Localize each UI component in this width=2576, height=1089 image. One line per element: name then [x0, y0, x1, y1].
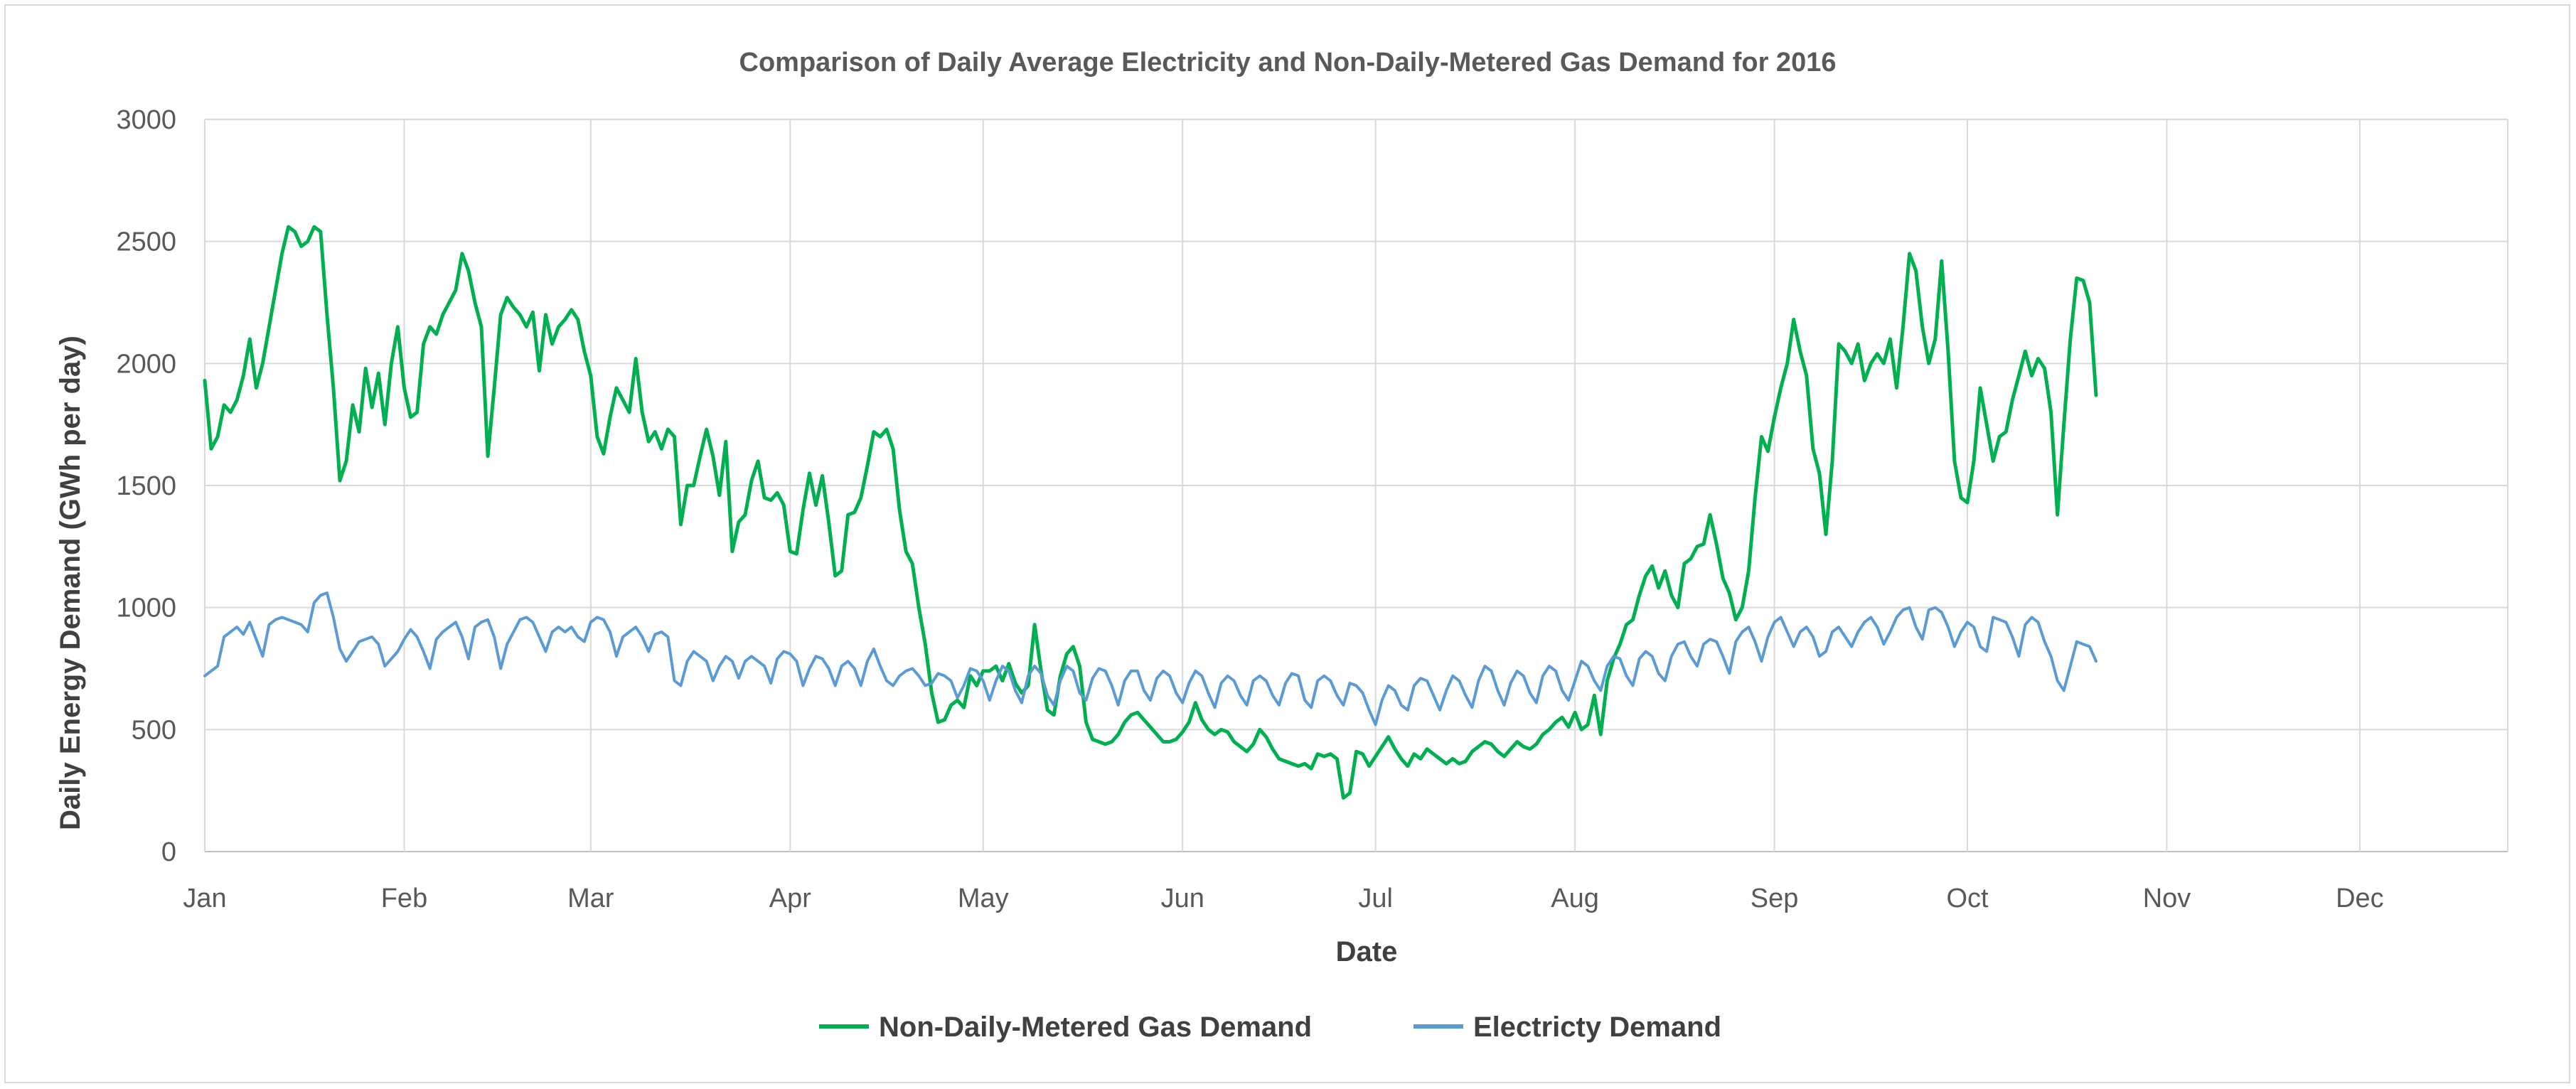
legend-label-gas: Non-Daily-Metered Gas Demand	[879, 1012, 1312, 1043]
x-tick-label: Oct	[1946, 884, 1989, 913]
x-tick-label: Aug	[1551, 884, 1599, 913]
y-tick-label: 1500	[116, 471, 176, 501]
x-tick-label: May	[958, 884, 1009, 913]
x-tick-label: Feb	[381, 884, 427, 913]
x-tick-label: Apr	[769, 884, 811, 913]
y-tick-label: 500	[132, 715, 176, 745]
x-tick-label: Sep	[1751, 884, 1799, 913]
y-tick-label: 0	[161, 837, 176, 867]
x-tick-label: Jan	[183, 884, 226, 913]
gridlines	[204, 119, 2508, 852]
legend: Non-Daily-Metered Gas Demand Electricty …	[819, 1012, 1721, 1043]
y-tick-label: 1000	[116, 594, 176, 623]
y-tick-label: 2000	[116, 349, 176, 379]
x-axis-title: Date	[1336, 936, 1398, 967]
x-tick-label: Jul	[1358, 884, 1393, 913]
x-tick-label: Dec	[2336, 884, 2384, 913]
series-line-gas	[203, 225, 2098, 800]
series-line-electricity	[203, 591, 2097, 726]
x-axis-ticks: Jan Feb Mar Apr May Jun Jul Aug Sep Oct Nov Dec	[183, 884, 2383, 913]
y-axis-ticks: 0 500 1000 1500 2000 2500 3000	[116, 105, 176, 867]
y-axis-title: Daily Energy Demand (GWh per day)	[55, 336, 86, 830]
y-tick-label: 3000	[116, 105, 176, 135]
chart-frame	[4, 4, 2570, 1083]
x-tick-label: Nov	[2143, 884, 2191, 913]
x-tick-label: Jun	[1161, 884, 1204, 913]
x-tick-label: Mar	[567, 884, 614, 913]
series-lines	[203, 225, 2098, 800]
chart-title: Comparison of Daily Average Electricity …	[739, 48, 1837, 77]
legend-label-electricity: Electricty Demand	[1473, 1012, 1721, 1043]
y-tick-label: 2500	[116, 227, 176, 257]
